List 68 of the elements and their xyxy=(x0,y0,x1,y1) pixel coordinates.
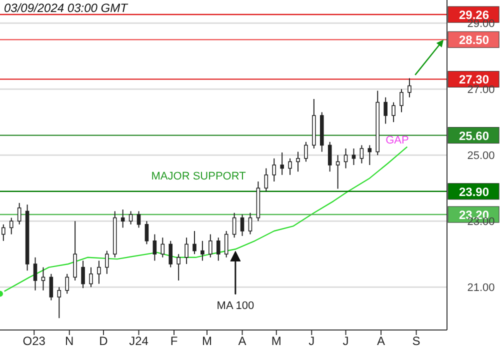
candlestick xyxy=(33,256,38,291)
candlestick xyxy=(168,240,173,268)
x-tick-label: J xyxy=(308,334,315,348)
candlestick xyxy=(304,141,308,162)
candlestick xyxy=(216,237,220,262)
ref-line-label: 25.60 xyxy=(458,128,490,143)
candlestick xyxy=(176,254,180,281)
candlestick xyxy=(336,154,340,190)
candlestick xyxy=(81,260,85,289)
x-tick-label: N xyxy=(65,334,74,348)
candlestick xyxy=(368,144,372,166)
candlestick xyxy=(73,220,77,281)
candlestick xyxy=(408,78,412,98)
candlestick xyxy=(360,144,364,164)
y-tick-label: 21.00 xyxy=(467,282,495,294)
x-tick-label: J xyxy=(342,334,349,348)
candlestick xyxy=(232,212,236,238)
candlestick xyxy=(288,158,292,176)
candlestick xyxy=(200,240,204,262)
candlestick xyxy=(136,210,141,228)
candlestick xyxy=(65,273,70,294)
candlestick xyxy=(97,260,101,284)
candlestick xyxy=(160,237,165,258)
candlestick xyxy=(240,214,244,236)
candlestick xyxy=(192,230,196,255)
x-tick-label: A xyxy=(238,334,246,348)
candlestick xyxy=(89,266,93,288)
candlestick xyxy=(224,230,228,258)
candlestick xyxy=(105,250,109,274)
candlestick xyxy=(296,151,300,172)
ref-line-label: 23.90 xyxy=(458,184,490,199)
x-tick-label: A xyxy=(377,334,386,348)
x-tick-label: M xyxy=(271,334,282,348)
ref-line-label: 28.50 xyxy=(458,33,490,48)
x-tick-label: F xyxy=(170,334,178,348)
candlestick xyxy=(264,168,268,192)
candlestick xyxy=(57,286,62,319)
y-tick-label: 25.00 xyxy=(467,150,495,162)
candlestick xyxy=(392,102,396,123)
annotation: MAJOR SUPPORT xyxy=(151,170,246,182)
annotation: GAP xyxy=(386,134,409,147)
candlestick xyxy=(152,234,157,262)
annotation: 03/09/2024 03:00 GMT xyxy=(4,1,128,15)
candlestick xyxy=(272,158,276,182)
candlestick xyxy=(344,148,348,169)
candlestick xyxy=(328,141,332,172)
ref-line-label: 27.30 xyxy=(458,72,490,87)
x-tick-label: S xyxy=(412,334,420,348)
candlestick xyxy=(400,88,404,113)
x-tick-label: D xyxy=(99,334,108,348)
candlestick xyxy=(41,266,46,291)
candlestick xyxy=(9,217,14,235)
y-tick-label: 27.00 xyxy=(467,84,495,96)
candlestick xyxy=(280,152,284,176)
candlestick xyxy=(128,210,133,225)
candlestick xyxy=(248,212,252,235)
candlestick xyxy=(49,273,54,301)
x-tick-label: J24 xyxy=(129,334,149,348)
candlestick xyxy=(120,209,125,228)
x-tick-label: M xyxy=(202,334,212,348)
candlestick xyxy=(208,234,212,258)
candlestick xyxy=(184,237,188,264)
candlestick xyxy=(352,148,356,166)
candlestick xyxy=(17,202,22,225)
candlestick xyxy=(384,96,388,124)
candlestick xyxy=(144,220,149,245)
annotation: MA 100 xyxy=(216,300,254,312)
x-tick-label: O23 xyxy=(22,334,46,348)
